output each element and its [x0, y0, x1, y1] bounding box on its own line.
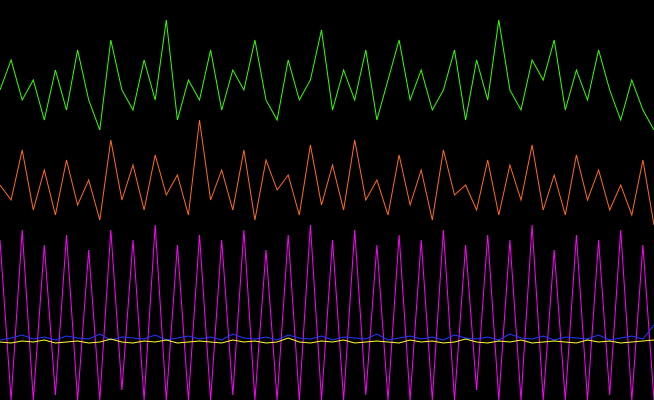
trace-line — [0, 119, 654, 226]
trace-line — [0, 337, 654, 344]
trace-line — [0, 19, 654, 131]
trace-line — [0, 224, 654, 400]
